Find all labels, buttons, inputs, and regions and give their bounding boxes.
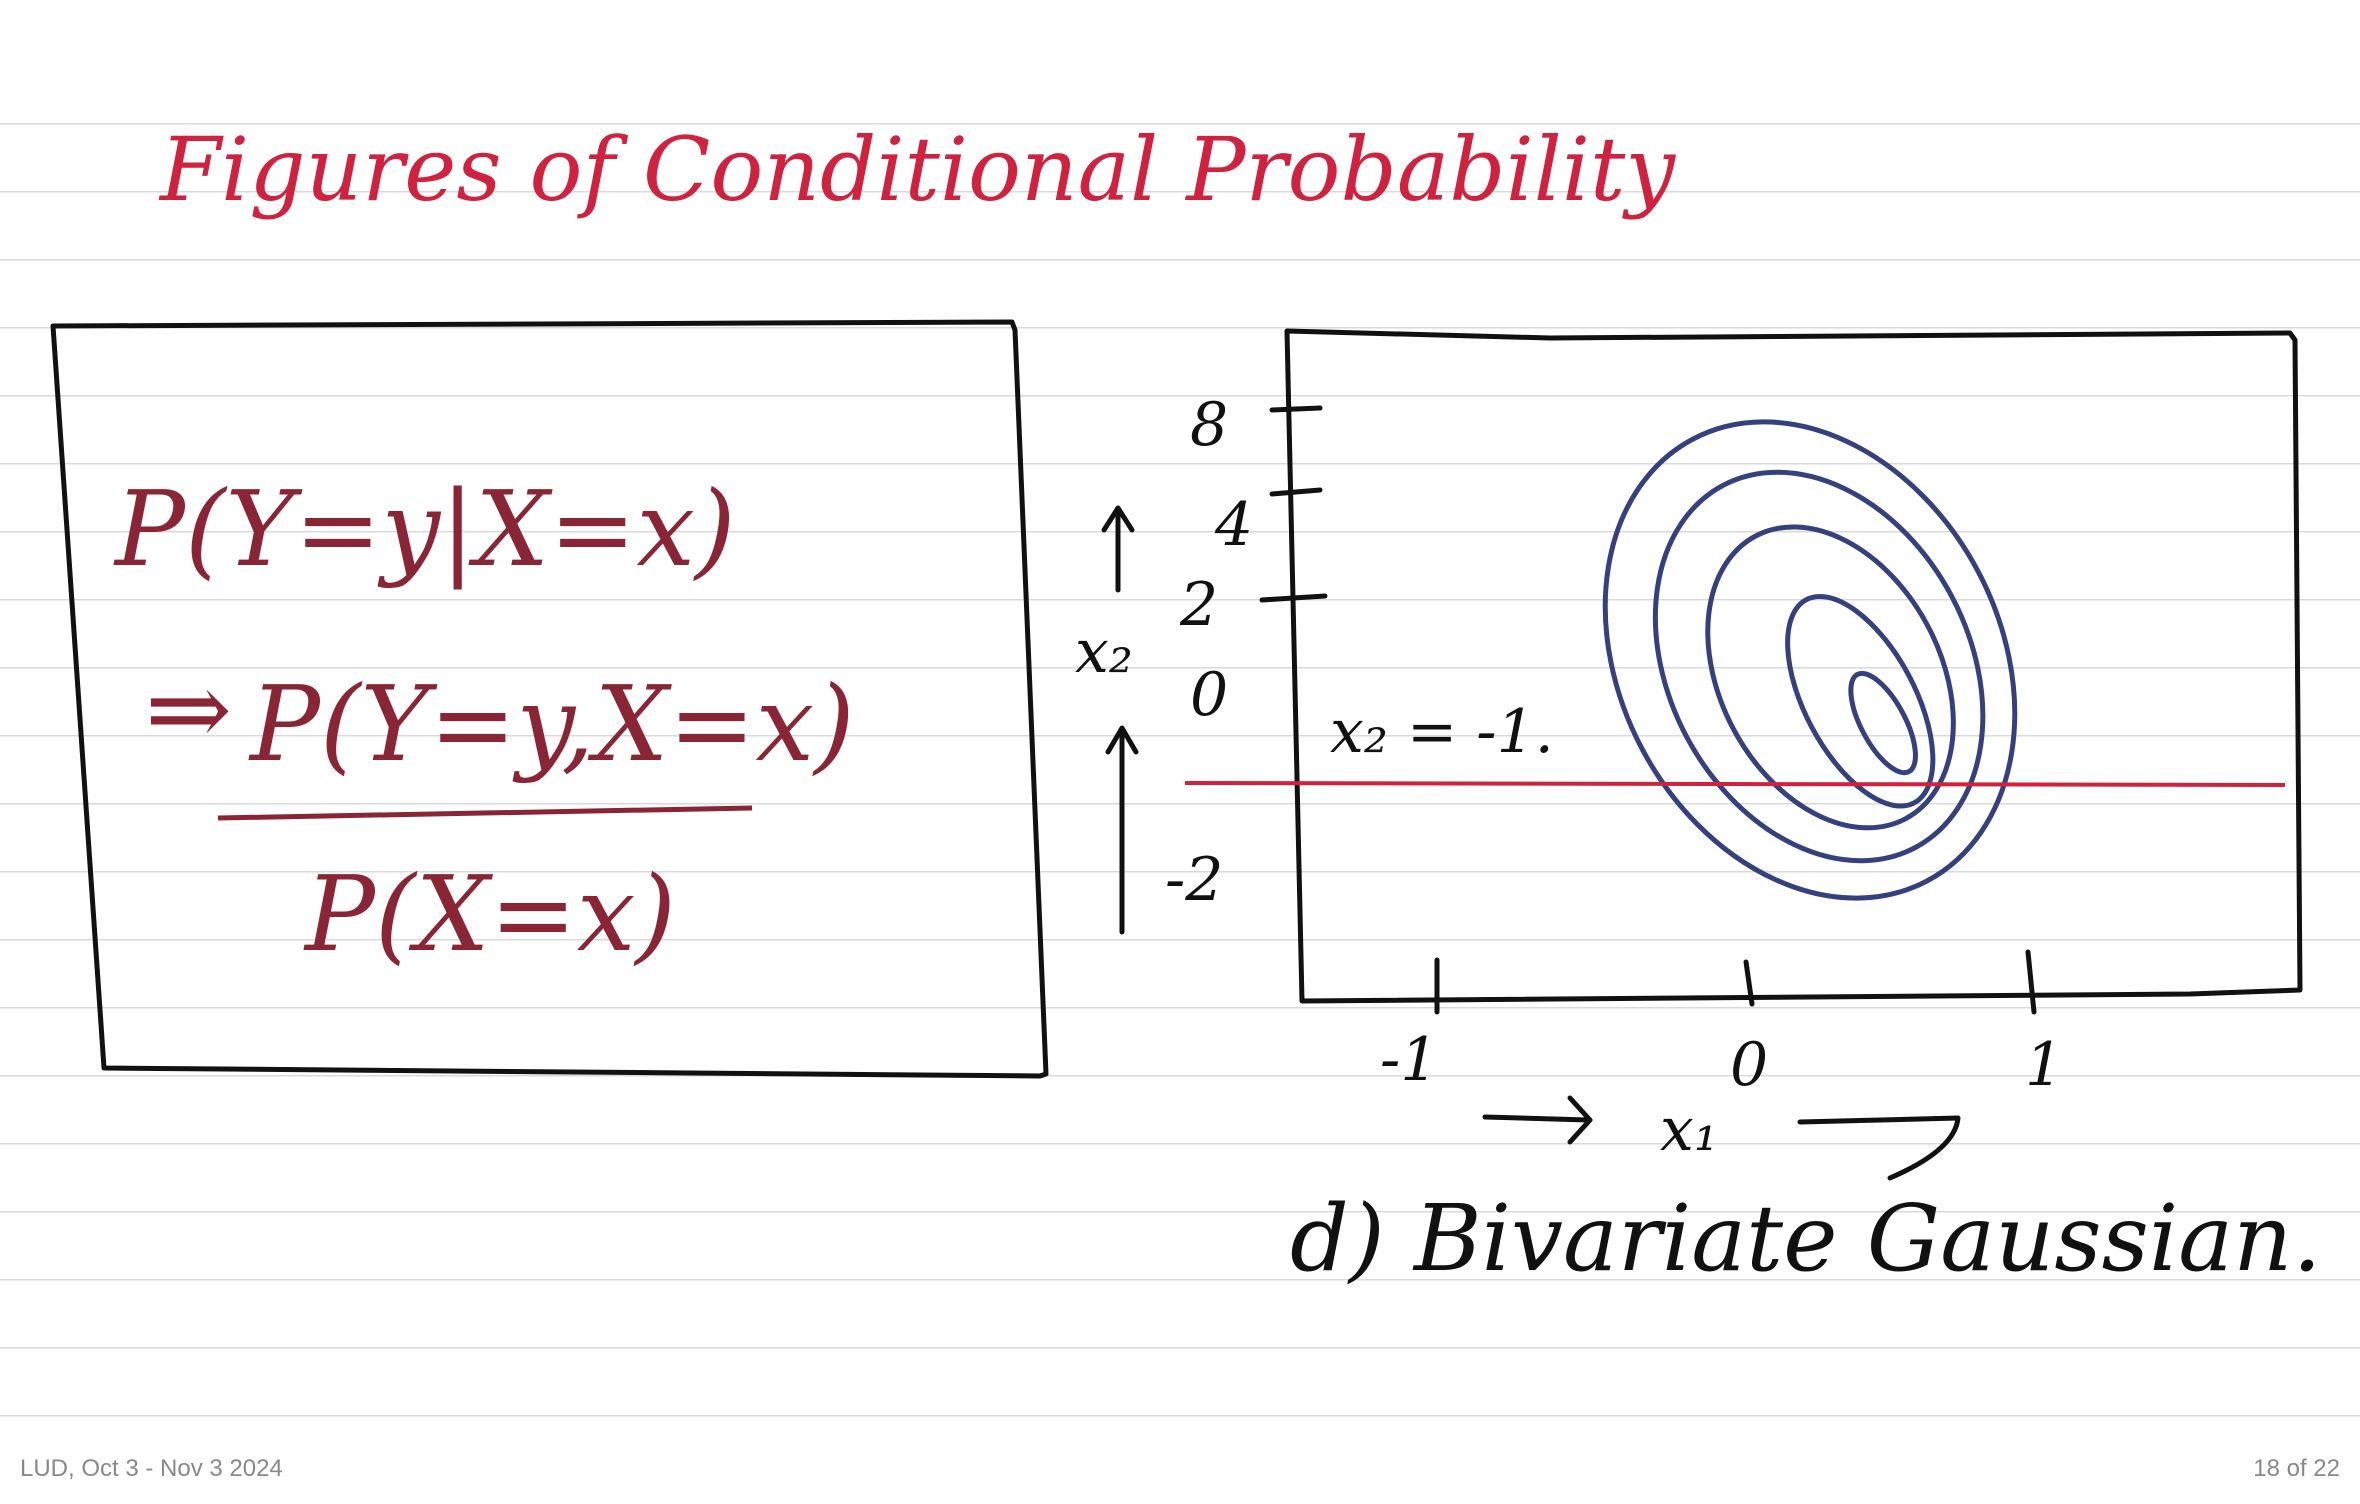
formula-box <box>50 319 1049 1079</box>
y-tick-label: 4 <box>1214 490 1253 560</box>
formula-denominator: P(X=x) <box>303 853 676 975</box>
x-tick <box>2025 949 2037 1015</box>
y-tick <box>1269 405 1323 413</box>
fraction-bar <box>217 805 753 821</box>
y-tick-label: 0 <box>1190 660 1228 730</box>
x-axis-label: x₁ <box>1660 1095 1718 1165</box>
x-tick-label: 1 <box>2025 1030 2063 1100</box>
formula-numerator: P(Y=y,X=x) <box>248 663 855 785</box>
implies-sign: ⇒ <box>145 648 232 770</box>
line-label: x₂ = -1. <box>1330 697 1554 767</box>
arrow-right <box>1482 1095 1593 1145</box>
formula-conditional: P(Y=y|X=x) <box>113 468 736 590</box>
plot-frame <box>1284 328 2303 1004</box>
y-tick-label: -2 <box>1165 845 1223 915</box>
arrow-up <box>1101 505 1135 593</box>
y-axis-label: x₂ <box>1075 617 1133 687</box>
footer-right: 18 of 22 <box>2253 1455 2340 1482</box>
ruled-lines <box>0 122 2360 1422</box>
page-title: Figures of Conditional Probability <box>158 118 1676 221</box>
contours <box>1602 419 2018 901</box>
arrow-right <box>1797 1115 1961 1181</box>
y-tick <box>1269 487 1323 497</box>
x-tick-label: -1 <box>1380 1025 1438 1095</box>
x-tick-label: 0 <box>1730 1030 1768 1100</box>
footer-left: LUD, Oct 3 - Nov 3 2024 <box>20 1455 283 1482</box>
arrow-up <box>1105 725 1139 935</box>
y-tick-label: 8 <box>1190 390 1228 460</box>
plot-caption: d) Bivariate Gaussian. <box>1290 1185 2322 1292</box>
x-tick <box>1743 959 1755 1007</box>
y-tick-label: 2 <box>1179 570 1218 640</box>
y-tick <box>1259 593 1328 603</box>
conditioning-line <box>1184 781 2286 787</box>
